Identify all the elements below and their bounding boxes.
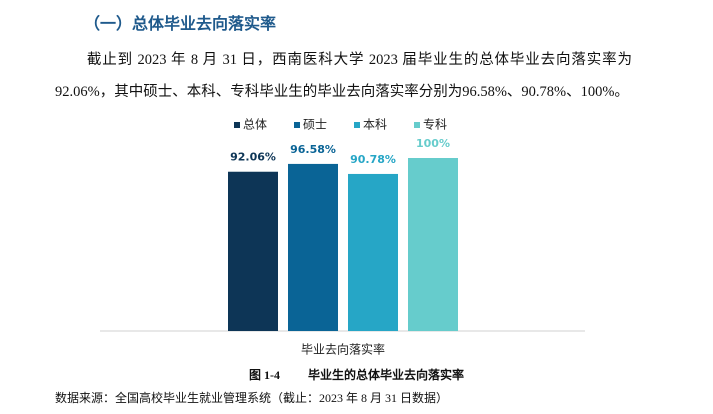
legend-swatch [234, 122, 240, 128]
data-source: 数据来源：全国高校毕业生就业管理系统（截止：2023 年 8 月 31 日数据） [55, 391, 449, 405]
bar [408, 158, 458, 331]
legend-label: 专科 [423, 117, 447, 132]
data-label: 96.58% [290, 143, 336, 156]
data-label: 92.06% [230, 151, 276, 164]
legend-swatch [354, 122, 360, 128]
legend-label: 总体 [243, 118, 267, 132]
data-label: 100% [416, 137, 450, 150]
legend-label: 硕士 [303, 118, 327, 132]
data-label: 90.78% [350, 153, 396, 166]
figure-number: 图 1-4 [248, 368, 280, 382]
bar [228, 171, 278, 331]
legend-swatch [294, 122, 300, 128]
legend-swatch [414, 122, 420, 128]
legend-label: 本科 [363, 118, 387, 132]
section-heading: （一）总体毕业去向落实率 [84, 14, 277, 33]
figure-title: 毕业生的总体毕业去向落实率 [307, 368, 464, 382]
x-tick-label: 毕业去向落实率 [301, 342, 385, 357]
figure-caption: 图 1-4 毕业生的总体毕业去向落实率 [0, 366, 713, 383]
bar [288, 163, 338, 331]
bar [348, 173, 398, 331]
paragraph: 截止到 2023 年 8 月 31 日，西南医科大学 2023 届毕业生的总体毕… [55, 52, 632, 100]
